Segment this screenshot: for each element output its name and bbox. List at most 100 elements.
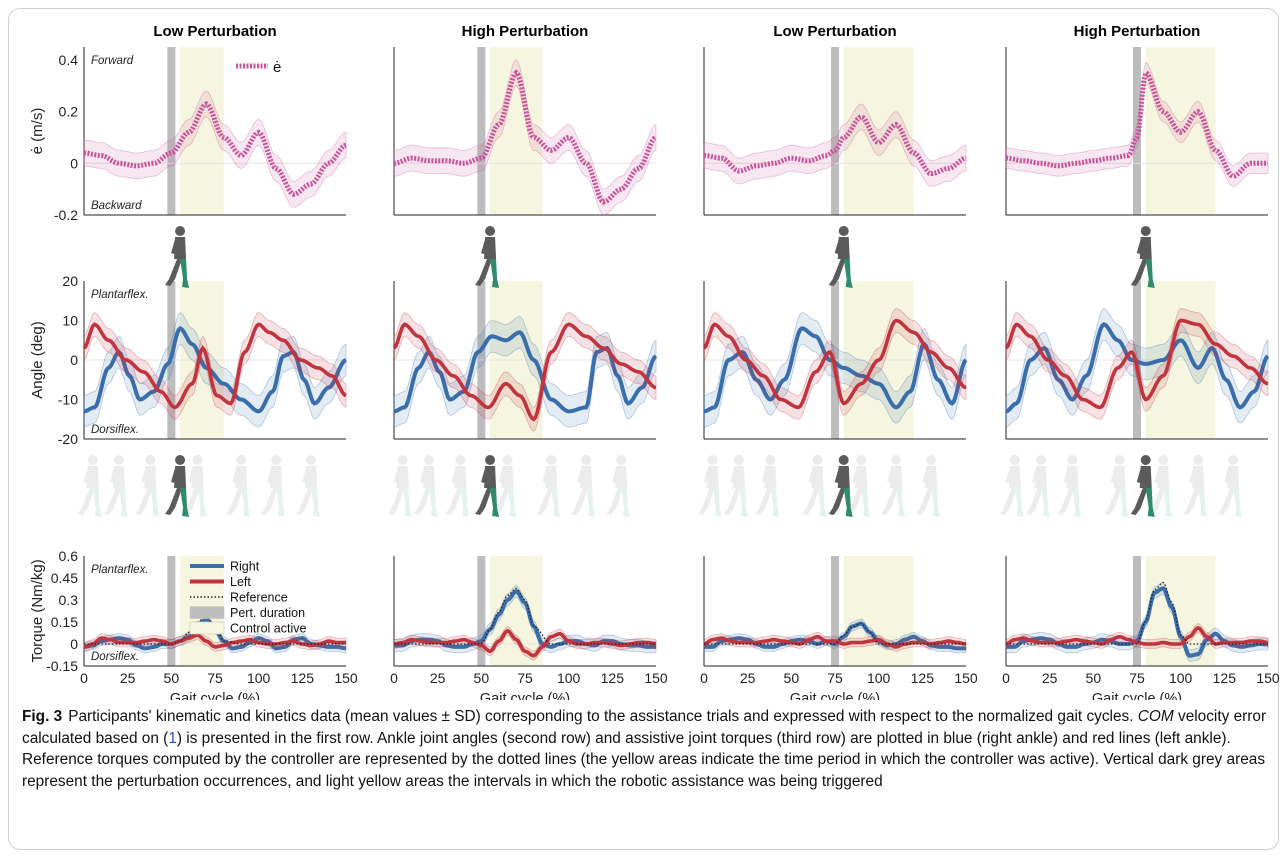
walker-back-leg bbox=[135, 488, 153, 515]
walker-back-leg bbox=[802, 488, 820, 515]
walker-figure bbox=[165, 455, 190, 517]
walker-head bbox=[1035, 455, 1046, 465]
x-axis-label: Gait cycle (%) bbox=[170, 691, 260, 700]
walker-arm bbox=[267, 468, 275, 483]
walker-front-leg bbox=[197, 488, 207, 517]
x-tick-label: 50 bbox=[164, 670, 180, 686]
walker-ghost bbox=[606, 455, 631, 517]
walker-front-leg bbox=[1040, 488, 1050, 517]
walker-ghost bbox=[999, 455, 1024, 517]
walker-back-leg bbox=[103, 488, 121, 515]
walker-ghost bbox=[1183, 455, 1208, 517]
walker-torso bbox=[890, 466, 903, 488]
walker-back-leg bbox=[723, 488, 741, 515]
perturbation-band bbox=[167, 556, 176, 666]
series-line-left bbox=[1004, 318, 1269, 410]
walker-figure bbox=[165, 226, 190, 288]
x-tick-label: 50 bbox=[474, 670, 490, 686]
walker-arm bbox=[577, 468, 585, 483]
walker-back-leg bbox=[828, 259, 846, 286]
walker-head bbox=[271, 455, 282, 465]
walker-front-leg bbox=[817, 488, 827, 517]
walker-arm bbox=[1154, 468, 1162, 483]
x-tick-label: 100 bbox=[247, 670, 271, 686]
caption-reference-link[interactable]: 1 bbox=[168, 729, 177, 747]
walker-torso bbox=[501, 466, 514, 488]
x-tick-label: 125 bbox=[601, 670, 625, 686]
walker-torso bbox=[1157, 466, 1170, 488]
walker-back-leg bbox=[296, 488, 314, 515]
walker-head bbox=[1158, 455, 1169, 465]
x-tick-label: 125 bbox=[1213, 670, 1237, 686]
column-title: Low Perturbation bbox=[153, 23, 276, 40]
walker-back-leg bbox=[1218, 488, 1236, 515]
walker-arm bbox=[887, 468, 895, 483]
walker-head bbox=[926, 455, 937, 465]
walker-front-leg bbox=[507, 488, 517, 517]
x-tick-label: 75 bbox=[517, 670, 533, 686]
y-tick-label: 0 bbox=[70, 636, 78, 652]
walker-ghost bbox=[571, 455, 596, 517]
walker-head bbox=[546, 455, 557, 465]
caption-com: COM bbox=[1137, 708, 1174, 725]
series-line-e bbox=[393, 69, 658, 205]
x-tick-label: 50 bbox=[1086, 670, 1102, 686]
walker-head bbox=[113, 455, 124, 465]
walker-back-leg bbox=[828, 488, 846, 515]
walker-back-leg bbox=[413, 488, 431, 515]
y-tick-label: 0.3 bbox=[59, 592, 79, 608]
walker-front-leg bbox=[92, 488, 102, 517]
walker-ghost bbox=[413, 455, 438, 517]
series-line-left bbox=[703, 634, 967, 649]
walker-torso bbox=[545, 466, 558, 488]
walker-head bbox=[192, 455, 203, 465]
walker-front-leg bbox=[460, 488, 470, 517]
walker-head bbox=[1193, 455, 1204, 465]
walker-head bbox=[397, 455, 408, 465]
walker-head bbox=[856, 455, 867, 465]
walker-front-leg bbox=[1145, 488, 1155, 517]
walker-back-leg bbox=[536, 488, 554, 515]
y-axis-label: Angle (deg) bbox=[29, 321, 46, 399]
walker-head bbox=[455, 455, 466, 465]
series-line-reference bbox=[394, 587, 656, 645]
series-line-left bbox=[83, 633, 346, 649]
walker-head bbox=[581, 455, 592, 465]
x-tick-label: 150 bbox=[334, 670, 358, 686]
walker-ghost bbox=[226, 455, 251, 517]
walker-torso bbox=[706, 466, 719, 488]
walker-arm bbox=[481, 239, 489, 254]
x-tick-label: 50 bbox=[784, 670, 800, 686]
walker-front-leg bbox=[861, 488, 871, 517]
sd-band-e bbox=[83, 90, 347, 208]
walker-head bbox=[423, 455, 434, 465]
control-active-band bbox=[1145, 556, 1216, 666]
caption-text-1: Participants' kinematic and kinetics dat… bbox=[68, 708, 1138, 725]
walker-arm bbox=[761, 468, 769, 483]
series-line-reference bbox=[704, 622, 966, 645]
series-line-right bbox=[83, 325, 347, 414]
y-tick-label: 10 bbox=[62, 313, 78, 329]
x-tick-label: 0 bbox=[390, 670, 398, 686]
walker-head bbox=[616, 455, 627, 465]
walker-head bbox=[838, 226, 849, 236]
walker-arm bbox=[922, 468, 930, 483]
walker-torso bbox=[235, 466, 248, 488]
y-tick-label: -0.2 bbox=[54, 207, 78, 223]
walker-head bbox=[485, 226, 496, 236]
walker-arm bbox=[302, 468, 310, 483]
walker-torso bbox=[454, 466, 467, 488]
x-tick-label: 75 bbox=[827, 670, 843, 686]
y-axis-label: Torque (Nm/kg) bbox=[29, 559, 46, 662]
y-tick-label: -20 bbox=[58, 431, 78, 447]
series-line-e bbox=[704, 114, 967, 177]
figure-plot: Low Perturbation 0.4 0.2 0 -0.2 ė (m/s) Forwar… bbox=[29, 23, 1280, 700]
walker-ghost bbox=[697, 455, 722, 517]
walker-figure bbox=[475, 226, 500, 288]
walker-arm bbox=[109, 468, 117, 483]
walker-front-leg bbox=[180, 259, 190, 288]
x-tick-label: 0 bbox=[1002, 670, 1010, 686]
walker-front-leg bbox=[428, 488, 438, 517]
walker-ghost bbox=[916, 455, 941, 517]
sd-band-left bbox=[393, 312, 657, 432]
